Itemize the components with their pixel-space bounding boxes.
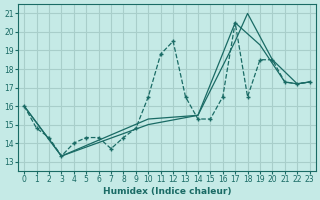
X-axis label: Humidex (Indice chaleur): Humidex (Indice chaleur) — [103, 187, 231, 196]
